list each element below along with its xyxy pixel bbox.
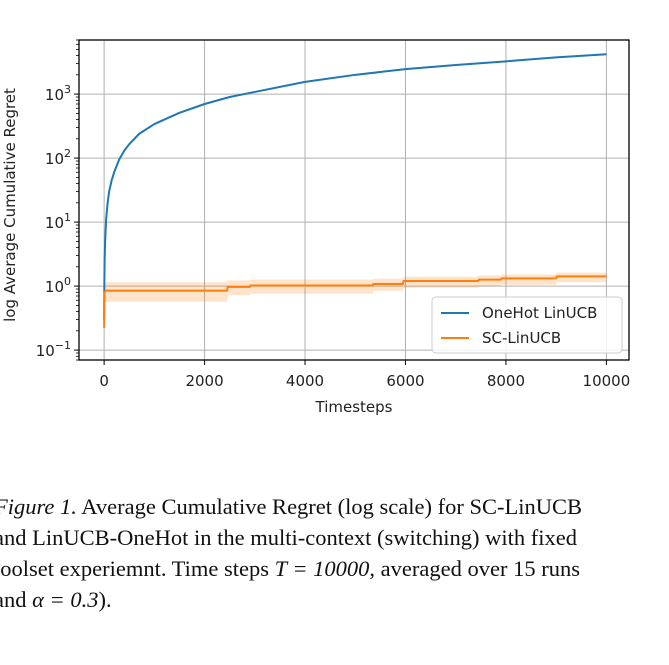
x-tick-label: 8000 — [487, 372, 525, 390]
x-tick-label: 2000 — [185, 372, 223, 390]
caption-line-1: Figure 1. Average Cumulative Regret (log… — [0, 491, 669, 522]
caption-label: Figure 1. — [0, 494, 77, 519]
tick-layer: 0 2000 4000 6000 8000 10000 10−1 100 101 102 103 — [36, 39, 631, 390]
sc-linucb-line — [103, 275, 607, 329]
plot-frame — [78, 39, 630, 361]
y-tick-label: 10−1 — [36, 339, 71, 360]
caption-line-4: and α = 0.3). — [0, 584, 669, 615]
caption-line-2: and LinUCB-OneHot in the multi-context (… — [0, 525, 578, 550]
y-tick-label: 102 — [45, 147, 71, 168]
caption-text-3b: , averaged over 15 runs — [369, 556, 580, 581]
caption-math-t: T = 10000 — [274, 556, 370, 581]
x-tick-label: 4000 — [286, 372, 324, 390]
legend-label: OneHot LinUCB — [482, 304, 597, 322]
legend-box — [431, 296, 623, 354]
onehot-linucb-line — [103, 53, 607, 320]
legend: OneHot LinUCB SC-LinUCB — [431, 296, 623, 354]
y-tick-label: 103 — [45, 83, 71, 104]
chart: 0 2000 4000 6000 8000 10000 10−1 100 101 102 103 T… — [1, 39, 631, 416]
legend-label: SC-LinUCB — [482, 329, 561, 347]
x-axis-label: Timesteps — [315, 398, 393, 416]
y-tick-label: 100 — [45, 275, 71, 296]
x-tick-label: 6000 — [386, 372, 424, 390]
series-layer — [103, 53, 607, 329]
caption-line-3: toolset experiemnt. Time steps T = 10000… — [0, 553, 669, 584]
grid-layer — [79, 40, 629, 360]
caption-text-4a: and — [0, 587, 27, 612]
figure-caption: Figure 1. Average Cumulative Regret (log… — [0, 491, 669, 615]
x-tick-label: 0 — [99, 372, 109, 390]
caption-text-1: Average Cumulative Regret (log scale) fo… — [76, 494, 582, 519]
caption-text-4b: ). — [98, 587, 112, 612]
caption-text-3a: toolset experiemnt. Time steps — [0, 556, 275, 581]
caption-math-alpha: α = 0.3 — [32, 587, 99, 612]
y-axis-label: log Average Cumulative Regret — [1, 88, 19, 322]
x-tick-label: 10000 — [583, 372, 631, 390]
y-tick-label: 101 — [45, 211, 71, 232]
